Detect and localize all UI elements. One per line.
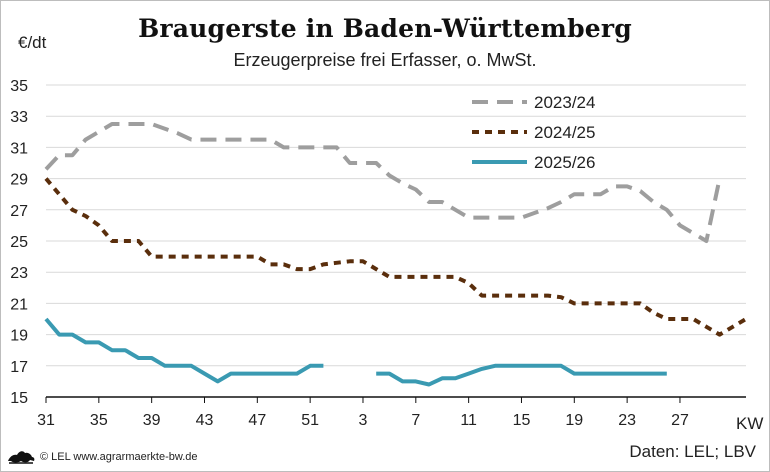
y-tick-label: 21 xyxy=(10,296,28,313)
y-tick-label: 19 xyxy=(10,328,28,345)
x-tick-label: 23 xyxy=(618,412,636,429)
x-tick-label: 11 xyxy=(460,412,477,429)
y-tick-label: 17 xyxy=(10,359,28,376)
legend-label: 2024/25 xyxy=(534,123,595,142)
footer-copyright: © LEL www.agrarmaerkte-bw.de xyxy=(40,451,198,463)
series-line-2024-25 xyxy=(44,177,748,337)
legend-label: 2023/24 xyxy=(534,93,595,112)
chart-title: Braugerste in Baden-Württemberg xyxy=(138,14,632,43)
x-tick-label: 35 xyxy=(90,412,108,429)
series-lines xyxy=(44,122,748,387)
x-tick-label: 27 xyxy=(671,412,689,429)
x-tick-label: 31 xyxy=(37,412,55,429)
legend: 2023/24 2024/25 2025/26 xyxy=(472,93,595,172)
y-tick-label: 29 xyxy=(10,172,28,189)
series-line-2025-26 xyxy=(44,317,324,384)
legend-label: 2025/26 xyxy=(534,153,595,172)
chart-subtitle: Erzeugerpreise frei Erfasser, o. MwSt. xyxy=(233,50,537,70)
x-tick-label: 47 xyxy=(248,412,266,429)
series-line-2023-24 xyxy=(44,122,722,243)
series-line-2025-26 xyxy=(376,363,667,387)
y-axis-ticks: 15 17 19 21 23 25 27 29 31 33 35 xyxy=(10,78,28,407)
x-tick-label: 43 xyxy=(196,412,214,429)
y-tick-label: 33 xyxy=(10,109,28,126)
grid-lines xyxy=(46,84,746,398)
x-tick-label: 7 xyxy=(411,412,420,429)
x-axis-ticks: 31 35 39 43 47 51 3 7 11 15 19 23 27 xyxy=(37,397,689,429)
y-tick-label: 23 xyxy=(10,265,28,282)
y-tick-label: 35 xyxy=(10,78,28,95)
y-tick-label: 31 xyxy=(10,140,28,157)
x-tick-label: 15 xyxy=(513,412,531,429)
baden-wuerttemberg-lion-logo-icon xyxy=(8,451,35,464)
y-tick-label: 27 xyxy=(10,203,28,220)
y-tick-label: 15 xyxy=(10,390,28,407)
x-tick-label: 39 xyxy=(143,412,161,429)
data-source: Daten: LEL; LBV xyxy=(629,442,756,461)
x-tick-label: 3 xyxy=(359,412,368,429)
x-axis-unit: KW xyxy=(736,414,764,433)
x-tick-label: 19 xyxy=(565,412,583,429)
y-tick-label: 25 xyxy=(10,234,28,251)
y-axis-unit: €/dt xyxy=(18,33,47,52)
x-tick-label: 51 xyxy=(301,412,319,429)
